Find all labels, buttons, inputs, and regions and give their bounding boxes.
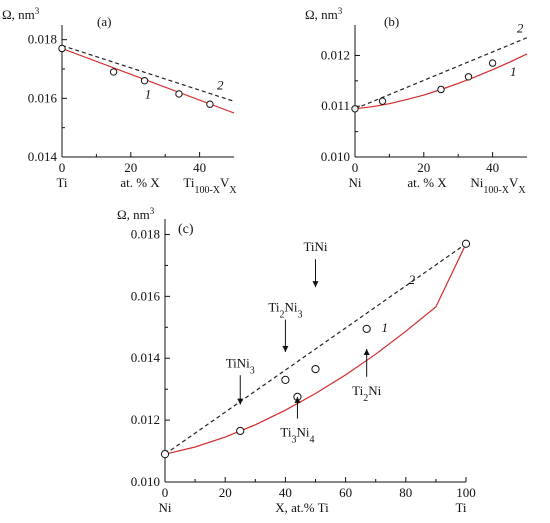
series-label-1: 1 [510,64,517,79]
annotation-label: TiNi3 [226,355,255,376]
x-tick-label: 20 [417,160,430,175]
x-left-label: Ni [349,175,362,190]
data-point [378,97,387,105]
data-point [362,324,371,333]
y-tick-label: 0.016 [131,288,161,303]
x-tick-label: 40 [193,160,206,175]
y-tick-label: 0.016 [28,90,58,105]
data-point [461,239,471,248]
data-point [351,105,359,113]
x-axis-title: at. % X [407,175,447,190]
x-tick-label: 40 [279,485,292,500]
series-label-2: 2 [217,78,224,93]
x-left-label: Ni [159,500,172,515]
panel-label: (a) [97,14,111,29]
y-tick-label: 0.018 [131,226,160,241]
series-label-1: 1 [145,86,152,101]
data-point [109,68,118,76]
y-tick-label: 0.014 [131,350,161,365]
data-point [175,90,183,98]
y-tick-label: 0.010 [131,474,160,489]
panel-b: 0.010 0.011 0.012 0 20 40 1 2 Ω, nm3 (b) Ni at. % X… [305,6,528,196]
x-right-label: Ti [455,500,466,515]
series-line-2 [354,37,528,110]
data-point [236,426,245,436]
series-label-2: 2 [517,21,524,36]
x-tick-label: 80 [399,485,412,500]
x-tick-label: 60 [339,485,352,500]
y-axis-title: Ω, nm3 [117,206,155,222]
x-tick-label: 40 [486,160,499,175]
x-axis-title: X, at.% Ti [275,500,329,515]
data-point [58,44,66,53]
data-point [281,375,290,384]
panel-label: (b) [384,14,399,29]
y-tick-label: 0.018 [28,32,57,47]
annotation-label: TiNi [303,239,327,254]
series-label-1: 1 [381,320,388,335]
x-tick-label: 20 [124,160,137,175]
x-right-label: Ni100-XVX [470,175,526,196]
x-tick-label: 0 [352,160,359,175]
x-tick-label: 0 [162,485,169,500]
data-point [437,85,445,94]
y-tick-label: 0.014 [28,149,58,164]
x-tick-label: 0 [59,160,66,175]
data-point [488,59,497,67]
y-axis-title: Ω, nm3 [305,6,343,22]
data-point [464,73,473,81]
panel-a: 0.014 0.016 0.018 0 20 40 1 2 Ω, nm3 (a) Ti at. % X… [2,6,237,196]
data-point [160,450,170,459]
x-right-label: Ti100-XVX [183,175,237,196]
y-tick-label: 0.012 [131,412,160,427]
x-tick-label: 100 [456,485,476,500]
series-label-2: 2 [409,272,416,287]
y-tick-label: 0.012 [321,47,350,62]
x-axis-title: at. % X [120,175,160,190]
annotation-label: Ti2Ni3 [268,300,302,321]
series-line-1 [164,243,467,455]
y-tick-label: 0.011 [321,98,350,113]
y-axis-title: Ω, nm3 [2,6,40,22]
annotation-label: Ti2Ni [352,383,381,404]
data-point [206,100,214,108]
data-point [140,77,149,85]
x-tick-label: 20 [219,485,232,500]
annotation-label: Ti3Ni4 [280,425,314,446]
y-tick-label: 0.010 [321,149,350,164]
series-line-2 [61,44,235,102]
data-point [311,364,320,374]
series-line-2 [164,243,467,455]
panel-label: (c) [178,222,194,237]
panel-c: 0.010 0.012 0.014 0.016 0.018 0 20 40 60 80 100 1 2 Ω… [117,206,476,515]
x-left-label: Ti [56,175,67,190]
